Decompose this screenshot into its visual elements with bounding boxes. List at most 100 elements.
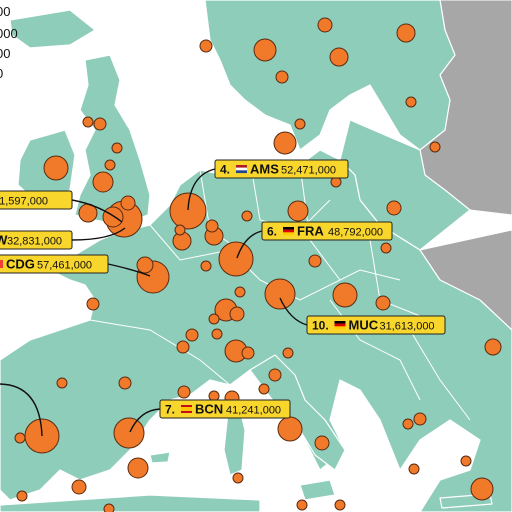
airport-bubble [268, 368, 282, 382]
airport-bubble [118, 376, 132, 390]
scandinavia [204, 0, 456, 151]
label-box [0, 254, 109, 274]
airport-bubble [232, 472, 244, 484]
airport-bubble [218, 241, 254, 277]
airport-bubble [120, 195, 136, 211]
airport-label: CDG 57,461,000 [0, 254, 109, 274]
airport-bubble [211, 328, 223, 340]
airport-bubble [258, 383, 270, 395]
airport-bubble [253, 38, 277, 62]
airport-label: 4. AMS 52,471,000 [214, 159, 349, 179]
airport-bubble [169, 192, 207, 230]
airport-bubble [334, 499, 346, 511]
airport-bubble [396, 23, 416, 43]
airport-bubble [282, 347, 294, 359]
airport-passengers: 52,471,000 [281, 165, 336, 177]
airport-rank: 4. [220, 163, 230, 177]
airport-bubble [43, 155, 69, 181]
airport-bubble [177, 385, 191, 399]
airport-bubble [136, 256, 154, 274]
airport-bubble [308, 254, 322, 268]
sardinia-corsica [223, 409, 246, 476]
connector-lhr [71, 199, 123, 223]
connector-mad [0, 383, 43, 437]
airport-label: 7. BCN 41,241,000 [159, 399, 291, 419]
airport-bubble [82, 116, 94, 128]
airport-bubble [287, 200, 309, 222]
airport-bubble [14, 432, 26, 444]
airport-bubbles [14, 17, 502, 512]
airport-bubble [229, 306, 245, 322]
airport-bubble [241, 346, 255, 360]
airport-bubble [56, 377, 68, 389]
airport-bubble [16, 490, 28, 502]
airport-bubble [93, 117, 107, 131]
airport-bubble [86, 297, 100, 311]
airport-bubble [205, 219, 219, 233]
airport-passengers: 31,613,000 [380, 321, 435, 333]
legend-entry-1: 00 [0, 4, 10, 19]
sicily [299, 479, 336, 501]
airport-bubble [275, 70, 289, 84]
airport-bubble [200, 260, 212, 272]
es-flag-icon [181, 405, 192, 413]
legend-entry-3: 00 [0, 46, 10, 61]
airport-bubble [174, 224, 186, 236]
airport-bubble [375, 295, 391, 311]
airport-bubble [294, 118, 306, 130]
airport-bubble [380, 242, 392, 254]
de-flag-icon [283, 227, 294, 236]
airport-label: 10. MUC 31,613,000 [306, 315, 446, 335]
iceland [9, 9, 96, 49]
balearics [149, 451, 171, 464]
airport-bubble [241, 210, 253, 222]
airport-code: CDG [6, 257, 35, 272]
connector-lgw [71, 227, 126, 241]
airport-passengers: R 61,597,000 [0, 196, 48, 208]
airport-bubble [317, 17, 333, 33]
airport-bubble [314, 435, 330, 451]
airport-bubble [460, 455, 472, 467]
airport-bubble [264, 278, 296, 310]
airport-bubble [234, 286, 246, 298]
airport-bubble [470, 477, 494, 501]
airport-code: FRA [297, 224, 324, 239]
airport-bubble [273, 131, 297, 155]
airport-bubble [127, 457, 149, 479]
airport-code: AMS [250, 162, 279, 177]
airport-bubble [386, 200, 402, 216]
airport-code: MUC [349, 318, 379, 333]
connector-lines [0, 168, 308, 437]
airport-bubble [92, 171, 114, 193]
legend: 00 000 00 0 [0, 4, 18, 81]
connector-ams [187, 168, 216, 211]
connector-fra [236, 230, 263, 259]
connector-bcn [129, 408, 161, 433]
airport-passengers: 32,831,000 [7, 236, 62, 248]
airport-bubble [199, 39, 213, 53]
airport-bubble [405, 96, 417, 108]
airport-rank: 10. [312, 319, 329, 333]
airport-bubble [102, 206, 124, 228]
connector-muc [279, 297, 308, 326]
airport-label: R 61,597,000 [0, 190, 73, 210]
airport-bubble [332, 282, 358, 308]
label-box [0, 230, 73, 250]
label-box [261, 221, 393, 241]
nl-flag-icon [236, 165, 247, 174]
airport-code: BCN [195, 402, 223, 417]
airport-passengers: 41,241,000 [226, 405, 281, 417]
airport-bubble [402, 418, 414, 430]
airport-bubble [176, 340, 190, 354]
connector-cdg [107, 263, 151, 277]
airport-bubble [429, 141, 441, 153]
airport-code: GW [0, 233, 8, 248]
airport-rank: 6. [267, 225, 277, 239]
airport-bubble [185, 328, 199, 342]
label-box [306, 315, 446, 335]
airport-bubble [103, 503, 115, 512]
airport-bubble [104, 159, 116, 171]
legend-entry-4: 0 [0, 66, 3, 81]
